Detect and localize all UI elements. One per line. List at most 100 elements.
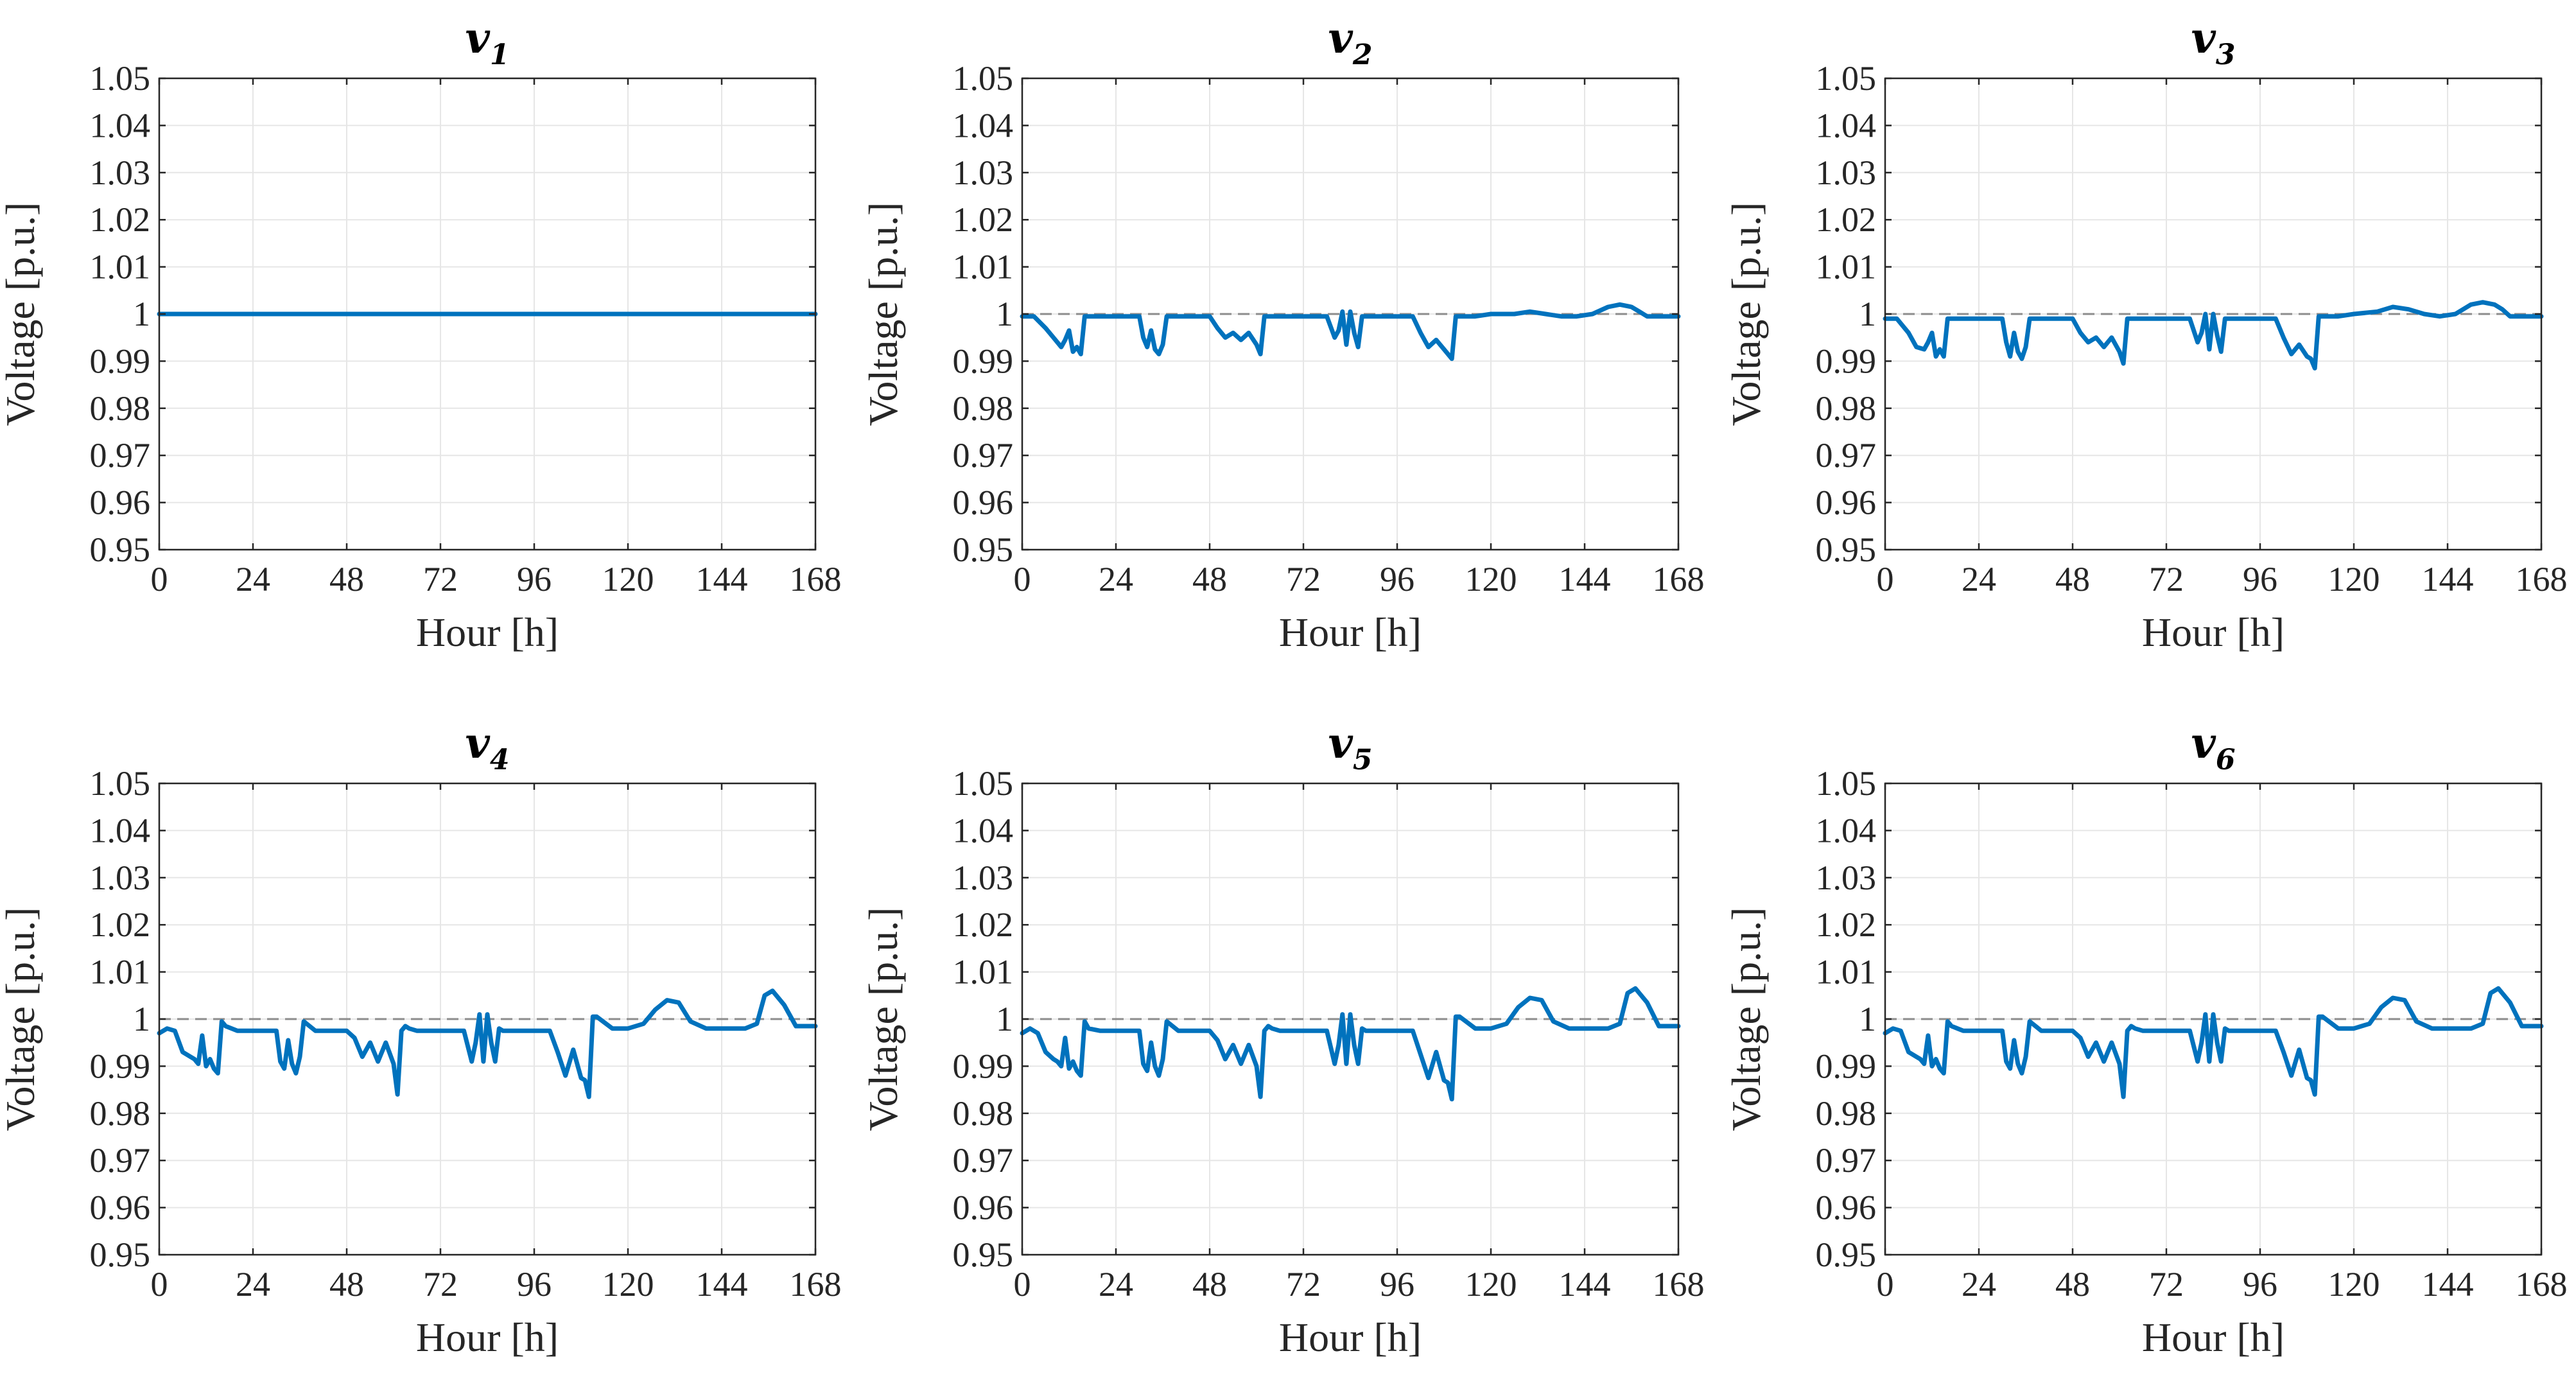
chart-4-ytick-label-5: 1 bbox=[133, 1000, 150, 1038]
chart-4-series-v4 bbox=[157, 988, 818, 1099]
chart-1-xtick-label-3: 72 bbox=[423, 560, 458, 598]
chart-3-ytick-label-0: 0.95 bbox=[1816, 530, 1877, 569]
chart-1-xtick-label-5: 120 bbox=[602, 560, 654, 598]
chart-6-ytick-label-0: 0.95 bbox=[1816, 1235, 1877, 1274]
chart-3-ylabel: Voltage [p.u.] bbox=[1723, 202, 1769, 426]
chart-6-ytick-label-5: 1 bbox=[1859, 1000, 1876, 1038]
chart-1-ylabel: Voltage [p.u.] bbox=[0, 202, 43, 426]
chart-3-xtick-label-6: 144 bbox=[2422, 560, 2474, 598]
chart-5-series-v5 bbox=[1020, 986, 1681, 1102]
chart-5-ytick-label-6: 1.01 bbox=[953, 953, 1014, 991]
chart-2-xtick-label-4: 96 bbox=[1380, 560, 1414, 598]
chart-2-xtick-label-7: 168 bbox=[1653, 560, 1705, 598]
chart-4-ytick-label-2: 0.97 bbox=[90, 1141, 151, 1180]
chart-2-xtick-label-0: 0 bbox=[1014, 560, 1031, 598]
chart-5-ytick-label-5: 1 bbox=[996, 1000, 1013, 1038]
chart-5-ytick-label-3: 0.98 bbox=[953, 1094, 1014, 1133]
chart-1-ytick-label-4: 0.99 bbox=[90, 342, 151, 380]
chart-3-xtick-label-7: 168 bbox=[2516, 560, 2568, 598]
chart-6-ytick-label-7: 1.02 bbox=[1816, 905, 1877, 944]
chart-3-title: v3 bbox=[2191, 13, 2236, 71]
chart-5-ytick-label-2: 0.97 bbox=[953, 1141, 1014, 1180]
chart-2-xtick-label-5: 120 bbox=[1465, 560, 1517, 598]
chart-3-title-subscript: 3 bbox=[2216, 39, 2236, 71]
chart-5-ytick-label-1: 0.96 bbox=[953, 1189, 1014, 1227]
chart-4-ylabel: Voltage [p.u.] bbox=[0, 907, 43, 1131]
chart-6-ytick-label-2: 0.97 bbox=[1816, 1141, 1877, 1180]
chart-2-ytick-label-4: 0.99 bbox=[953, 342, 1014, 380]
chart-2-xtick-label-6: 144 bbox=[1559, 560, 1611, 598]
chart-6-xtick-label-7: 168 bbox=[2516, 1265, 2568, 1304]
chart-2-title: v2 bbox=[1328, 13, 1373, 71]
chart-1-title-subscript: 1 bbox=[490, 39, 510, 71]
chart-1-panel: 0 24 48 72 96 120 144 168 0.95 0.96 0.97 0.98 0.99 1 1… bbox=[0, 13, 842, 655]
chart-4-xtick-label-2: 48 bbox=[329, 1265, 364, 1304]
chart-4-ytick-label-4: 0.99 bbox=[90, 1047, 151, 1085]
chart-1-ytick-label-9: 1.04 bbox=[90, 106, 151, 144]
chart-5-ytick-label-10: 1.05 bbox=[953, 764, 1014, 803]
chart-5-title-main: v bbox=[1328, 718, 1353, 768]
chart-1-xtick-label-1: 24 bbox=[236, 560, 270, 598]
chart-1-ytick-label-7: 1.02 bbox=[90, 200, 151, 239]
chart-2-xtick-label-3: 72 bbox=[1286, 560, 1321, 598]
chart-4-xtick-label-0: 0 bbox=[151, 1265, 168, 1304]
chart-2-panel: 0 24 48 72 96 120 144 168 0.95 0.96 0.97 0.98 0.99 1 1… bbox=[860, 13, 1705, 655]
chart-1-xtick-label-7: 168 bbox=[790, 560, 842, 598]
chart-4-ytick-label-6: 1.01 bbox=[90, 953, 151, 991]
chart-6-ylabel: Voltage [p.u.] bbox=[1723, 907, 1769, 1131]
chart-5-xtick-label-5: 120 bbox=[1465, 1265, 1517, 1304]
chart-2-ytick-label-6: 1.01 bbox=[953, 248, 1014, 286]
chart-4-xtick-label-4: 96 bbox=[517, 1265, 552, 1304]
chart-3-xtick-label-4: 96 bbox=[2243, 560, 2277, 598]
chart-3-ytick-label-7: 1.02 bbox=[1816, 200, 1877, 239]
chart-1-ytick-label-8: 1.03 bbox=[90, 153, 151, 192]
chart-5-title: v5 bbox=[1328, 718, 1373, 776]
chart-3-xlabel: Hour [h] bbox=[2142, 609, 2284, 655]
chart-6-xtick-label-6: 144 bbox=[2422, 1265, 2474, 1304]
chart-6-xlabel: Hour [h] bbox=[2142, 1314, 2284, 1360]
chart-1-ytick-label-2: 0.97 bbox=[90, 436, 151, 475]
chart-6-title: v6 bbox=[2191, 718, 2236, 776]
chart-5-xtick-label-3: 72 bbox=[1286, 1265, 1321, 1304]
chart-3-xtick-label-0: 0 bbox=[1877, 560, 1894, 598]
chart-3-ytick-label-4: 0.99 bbox=[1816, 342, 1877, 380]
chart-4-xtick-label-6: 144 bbox=[696, 1265, 748, 1304]
chart-2-ytick-label-0: 0.95 bbox=[953, 530, 1014, 569]
chart-5-xtick-label-2: 48 bbox=[1192, 1265, 1227, 1304]
chart-6-title-subscript: 6 bbox=[2216, 744, 2236, 776]
chart-1-xtick-label-4: 96 bbox=[517, 560, 552, 598]
chart-4-ytick-label-9: 1.04 bbox=[90, 811, 151, 850]
chart-3-ytick-label-5: 1 bbox=[1859, 295, 1876, 333]
chart-3-ytick-label-1: 0.96 bbox=[1816, 484, 1877, 522]
chart-4-panel: 0 24 48 72 96 120 144 168 0.95 0.96 0.97 0.98 0.99 1 1… bbox=[0, 718, 842, 1360]
chart-6-ytick-label-1: 0.96 bbox=[1816, 1189, 1877, 1227]
chart-2-ytick-label-9: 1.04 bbox=[953, 106, 1014, 144]
chart-3-ytick-label-2: 0.97 bbox=[1816, 436, 1877, 475]
chart-1-ytick-label-5: 1 bbox=[133, 295, 150, 333]
chart-4-title-subscript: 4 bbox=[490, 744, 510, 776]
chart-3-ytick-label-9: 1.04 bbox=[1816, 106, 1877, 144]
chart-3-ytick-label-3: 0.98 bbox=[1816, 389, 1877, 428]
chart-3-series-v3 bbox=[1883, 300, 2544, 371]
chart-6-ytick-label-4: 0.99 bbox=[1816, 1047, 1877, 1085]
chart-3-title-main: v bbox=[2191, 13, 2216, 63]
chart-5-ytick-label-8: 1.03 bbox=[953, 859, 1014, 897]
chart-5-xtick-label-1: 24 bbox=[1099, 1265, 1133, 1304]
chart-6-ytick-label-6: 1.01 bbox=[1816, 953, 1877, 991]
chart-4-ytick-label-8: 1.03 bbox=[90, 859, 151, 897]
chart-5-ytick-label-9: 1.04 bbox=[953, 811, 1014, 850]
chart-1-ytick-label-3: 0.98 bbox=[90, 389, 151, 428]
chart-2-title-subscript: 2 bbox=[1352, 39, 1373, 71]
chart-1-xlabel: Hour [h] bbox=[416, 609, 559, 655]
chart-2-ytick-label-10: 1.05 bbox=[953, 59, 1014, 98]
chart-2-ytick-label-3: 0.98 bbox=[953, 389, 1014, 428]
chart-1-xtick-label-0: 0 bbox=[151, 560, 168, 598]
chart-5-xlabel: Hour [h] bbox=[1279, 1314, 1422, 1360]
chart-4-ytick-label-0: 0.95 bbox=[90, 1235, 151, 1274]
chart-6-xtick-label-2: 48 bbox=[2055, 1265, 2090, 1304]
chart-1-title-main: v bbox=[466, 13, 491, 63]
chart-4-ytick-label-10: 1.05 bbox=[90, 764, 151, 803]
chart-2-ylabel: Voltage [p.u.] bbox=[860, 202, 906, 426]
chart-5-xtick-label-4: 96 bbox=[1380, 1265, 1414, 1304]
